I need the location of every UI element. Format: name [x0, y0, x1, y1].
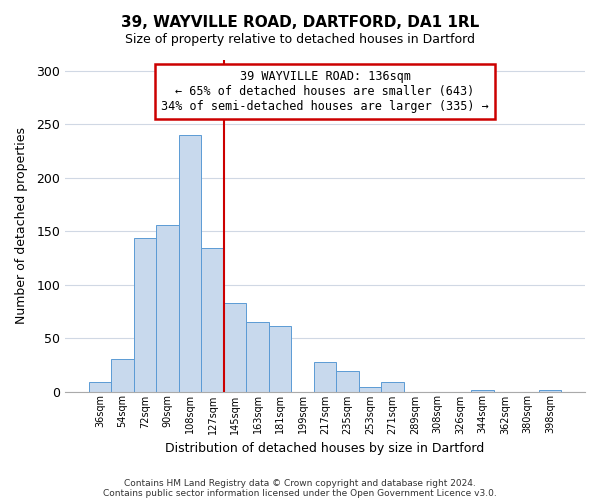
Bar: [224, 303, 246, 392]
Bar: [179, 135, 201, 392]
Bar: [539, 390, 562, 392]
Bar: [89, 382, 111, 392]
Y-axis label: Number of detached properties: Number of detached properties: [15, 128, 28, 324]
Bar: [314, 362, 336, 392]
Text: Contains public sector information licensed under the Open Government Licence v3: Contains public sector information licen…: [103, 488, 497, 498]
Bar: [201, 248, 224, 392]
Text: Contains HM Land Registry data © Crown copyright and database right 2024.: Contains HM Land Registry data © Crown c…: [124, 478, 476, 488]
Bar: [269, 326, 291, 392]
Bar: [246, 322, 269, 392]
Bar: [156, 224, 179, 392]
Text: Size of property relative to detached houses in Dartford: Size of property relative to detached ho…: [125, 32, 475, 46]
Text: 39, WAYVILLE ROAD, DARTFORD, DA1 1RL: 39, WAYVILLE ROAD, DARTFORD, DA1 1RL: [121, 15, 479, 30]
Text: 39 WAYVILLE ROAD: 136sqm
← 65% of detached houses are smaller (643)
34% of semi-: 39 WAYVILLE ROAD: 136sqm ← 65% of detach…: [161, 70, 489, 113]
Bar: [472, 390, 494, 392]
Bar: [134, 238, 156, 392]
Bar: [382, 382, 404, 392]
Bar: [336, 371, 359, 392]
X-axis label: Distribution of detached houses by size in Dartford: Distribution of detached houses by size …: [166, 442, 485, 455]
Bar: [359, 387, 382, 392]
Bar: [111, 360, 134, 392]
